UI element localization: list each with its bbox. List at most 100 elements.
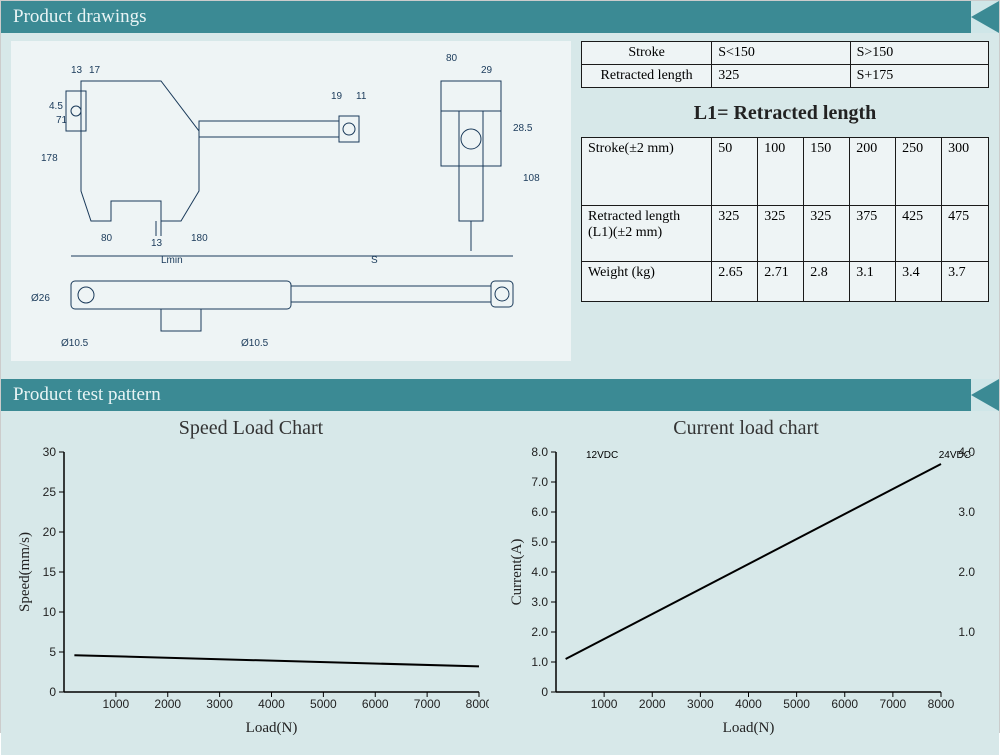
cell: 325 <box>712 206 758 262</box>
section-header-drawings: Product drawings <box>1 1 999 33</box>
page: Product drawings <box>0 0 1000 733</box>
svg-text:5000: 5000 <box>310 697 337 711</box>
cell: S>150 <box>850 42 988 65</box>
svg-text:2.0: 2.0 <box>531 625 548 639</box>
svg-text:2000: 2000 <box>154 697 181 711</box>
dim-label: 71 <box>56 115 68 126</box>
technical-drawing: 13 17 19 11 29 80 178 71 4.5 13 80 180 2… <box>11 41 571 361</box>
dim-label: Ø26 <box>31 293 50 304</box>
current-chart-svg: 12VDC24VDC01.02.03.04.05.06.07.08.01.02.… <box>501 442 991 742</box>
dim-label: 80 <box>446 53 458 64</box>
svg-text:8000: 8000 <box>928 697 955 711</box>
stroke-table-2: Stroke(±2 mm) 50 100 150 200 250 300 Ret… <box>581 137 989 302</box>
cell: 250 <box>896 138 942 206</box>
svg-text:6000: 6000 <box>362 697 389 711</box>
cell: 2.8 <box>804 262 850 302</box>
cell: 325 <box>758 206 804 262</box>
cell: 375 <box>850 206 896 262</box>
svg-text:10: 10 <box>43 605 57 619</box>
cell: Retracted length <box>582 65 712 88</box>
svg-text:Load(N): Load(N) <box>723 720 775 736</box>
svg-text:Current(A): Current(A) <box>509 539 525 606</box>
svg-text:7000: 7000 <box>880 697 907 711</box>
svg-text:1.0: 1.0 <box>958 625 975 639</box>
cell: 2.65 <box>712 262 758 302</box>
svg-text:2.0: 2.0 <box>958 565 975 579</box>
cell: 300 <box>942 138 989 206</box>
dim-label: 17 <box>89 65 101 76</box>
svg-text:20: 20 <box>43 525 57 539</box>
dim-label: 28.5 <box>513 123 533 134</box>
cell: 100 <box>758 138 804 206</box>
dim-label: 180 <box>191 233 208 244</box>
cell: Stroke(±2 mm) <box>582 138 712 206</box>
cell: 325 <box>712 65 850 88</box>
svg-text:2000: 2000 <box>639 697 666 711</box>
dim-label: 13 <box>71 65 83 76</box>
svg-text:3000: 3000 <box>206 697 233 711</box>
svg-text:15: 15 <box>43 565 57 579</box>
svg-text:1.0: 1.0 <box>531 655 548 669</box>
speed-chart-svg: 0 5 10 15 20 25 30 1000 2000 3000 4000 5000 6000 7000… <box>9 442 489 742</box>
svg-text:4.0: 4.0 <box>958 445 975 459</box>
svg-text:25: 25 <box>43 485 57 499</box>
current-load-chart: Current load chart 12VDC24VDC01.02.03.04… <box>501 417 991 751</box>
dim-label: 178 <box>41 153 58 164</box>
cell: 475 <box>942 206 989 262</box>
svg-text:5000: 5000 <box>783 697 810 711</box>
svg-text:12VDC: 12VDC <box>586 450 618 461</box>
svg-text:4000: 4000 <box>735 697 762 711</box>
dim-label: Ø10.5 <box>61 338 89 349</box>
svg-text:1000: 1000 <box>591 697 618 711</box>
table-row: Retracted length (L1)(±2 mm) 325 325 325… <box>582 206 989 262</box>
svg-text:5: 5 <box>49 645 56 659</box>
svg-text:4.0: 4.0 <box>531 565 548 579</box>
svg-text:6000: 6000 <box>831 697 858 711</box>
cell: 50 <box>712 138 758 206</box>
cell: 425 <box>896 206 942 262</box>
svg-text:7.0: 7.0 <box>531 475 548 489</box>
dim-label: 19 <box>331 91 343 102</box>
table-row: Weight (kg) 2.65 2.71 2.8 3.1 3.4 3.7 <box>582 262 989 302</box>
dim-label: 108 <box>523 173 540 184</box>
svg-text:Load(N): Load(N) <box>246 720 298 736</box>
drawing-svg: 13 17 19 11 29 80 178 71 4.5 13 80 180 2… <box>11 41 571 361</box>
cell: 150 <box>804 138 850 206</box>
svg-text:3.0: 3.0 <box>958 505 975 519</box>
dim-label: 11 <box>356 91 367 102</box>
dim-label: Ø10.5 <box>241 338 269 349</box>
cell: 2.71 <box>758 262 804 302</box>
svg-text:8.0: 8.0 <box>531 445 548 459</box>
chart-title: Current load chart <box>501 417 991 440</box>
svg-text:0: 0 <box>49 685 56 699</box>
svg-text:6.0: 6.0 <box>531 505 548 519</box>
l1-note: L1= Retracted length <box>581 102 989 125</box>
section-title: Product test pattern <box>13 384 161 405</box>
svg-text:Speed(mm/s): Speed(mm/s) <box>17 532 33 612</box>
cell: Weight (kg) <box>582 262 712 302</box>
section-title: Product drawings <box>13 6 147 27</box>
svg-text:5.0: 5.0 <box>531 535 548 549</box>
tables-column: Stroke S<150 S>150 Retracted length 325 … <box>581 41 989 371</box>
chart-title: Speed Load Chart <box>9 417 493 440</box>
svg-text:4000: 4000 <box>258 697 285 711</box>
svg-text:7000: 7000 <box>414 697 441 711</box>
dim-label: Lmin <box>161 255 183 266</box>
dim-label: S <box>371 255 378 266</box>
cell: S+175 <box>850 65 988 88</box>
drawings-body: 13 17 19 11 29 80 178 71 4.5 13 80 180 2… <box>1 33 999 379</box>
cell: S<150 <box>712 42 850 65</box>
svg-text:0: 0 <box>541 685 548 699</box>
cell: 3.7 <box>942 262 989 302</box>
cell: 325 <box>804 206 850 262</box>
dim-label: 80 <box>101 233 113 244</box>
table-row: Stroke(±2 mm) 50 100 150 200 250 300 <box>582 138 989 206</box>
svg-text:30: 30 <box>43 445 57 459</box>
svg-text:3000: 3000 <box>687 697 714 711</box>
cell: 3.1 <box>850 262 896 302</box>
cell: 3.4 <box>896 262 942 302</box>
table-row: Stroke S<150 S>150 <box>582 42 989 65</box>
svg-text:1000: 1000 <box>103 697 130 711</box>
svg-text:8000: 8000 <box>466 697 489 711</box>
table-row: Retracted length 325 S+175 <box>582 65 989 88</box>
